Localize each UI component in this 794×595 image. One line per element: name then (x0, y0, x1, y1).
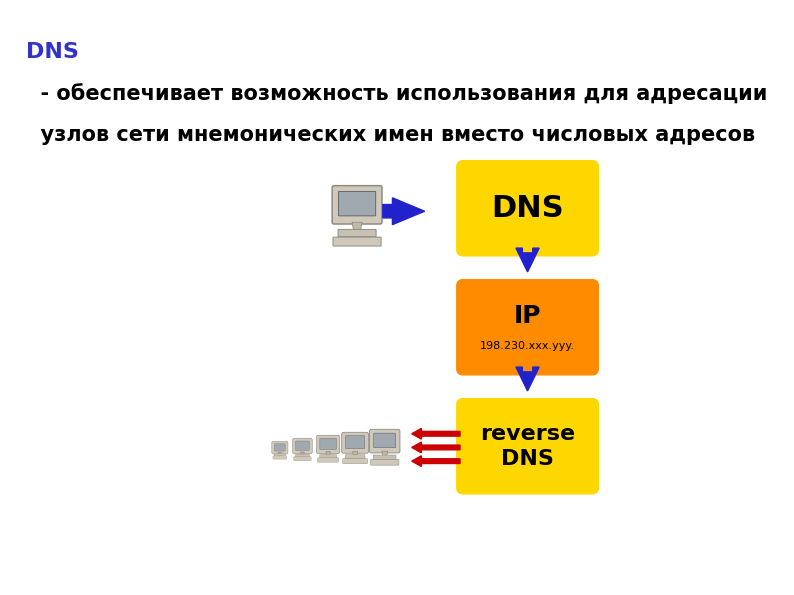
FancyBboxPatch shape (457, 280, 599, 375)
FancyBboxPatch shape (318, 458, 339, 462)
Polygon shape (353, 452, 357, 456)
Polygon shape (326, 452, 330, 456)
FancyBboxPatch shape (332, 186, 382, 224)
FancyBboxPatch shape (373, 455, 396, 460)
FancyBboxPatch shape (275, 444, 285, 451)
FancyBboxPatch shape (457, 161, 599, 256)
FancyBboxPatch shape (371, 459, 399, 465)
FancyBboxPatch shape (338, 230, 376, 237)
FancyArrow shape (412, 428, 460, 439)
FancyArrow shape (412, 456, 460, 466)
FancyBboxPatch shape (345, 455, 365, 459)
FancyBboxPatch shape (272, 441, 288, 454)
FancyBboxPatch shape (369, 430, 400, 453)
FancyArrow shape (383, 198, 425, 224)
FancyBboxPatch shape (341, 432, 368, 453)
FancyBboxPatch shape (343, 459, 368, 464)
FancyBboxPatch shape (295, 441, 309, 450)
Polygon shape (352, 223, 362, 231)
FancyBboxPatch shape (457, 399, 599, 494)
FancyBboxPatch shape (317, 436, 340, 453)
FancyBboxPatch shape (273, 456, 287, 459)
Text: DNS: DNS (25, 42, 79, 62)
FancyBboxPatch shape (292, 438, 312, 454)
FancyArrow shape (516, 367, 539, 391)
Text: 198.230.xxx.yyy.: 198.230.xxx.yyy. (480, 340, 575, 350)
Polygon shape (382, 451, 387, 456)
FancyBboxPatch shape (274, 454, 286, 457)
FancyBboxPatch shape (374, 433, 395, 448)
Text: узлов сети мнемонических имен вместо числовых адресов: узлов сети мнемонических имен вместо чис… (25, 125, 755, 145)
FancyBboxPatch shape (320, 439, 337, 449)
FancyBboxPatch shape (295, 454, 310, 458)
Text: DNS: DNS (491, 194, 564, 223)
Text: reverse
DNS: reverse DNS (480, 424, 575, 469)
FancyBboxPatch shape (294, 457, 311, 461)
FancyBboxPatch shape (345, 436, 364, 449)
FancyBboxPatch shape (338, 192, 376, 216)
FancyBboxPatch shape (320, 455, 337, 458)
Text: - обеспечивает возможность использования для адресации: - обеспечивает возможность использования… (25, 83, 767, 104)
Polygon shape (301, 452, 304, 455)
FancyArrow shape (412, 442, 460, 453)
Polygon shape (279, 452, 281, 455)
FancyArrow shape (516, 248, 539, 272)
Text: IP: IP (514, 305, 542, 328)
FancyBboxPatch shape (333, 237, 381, 246)
